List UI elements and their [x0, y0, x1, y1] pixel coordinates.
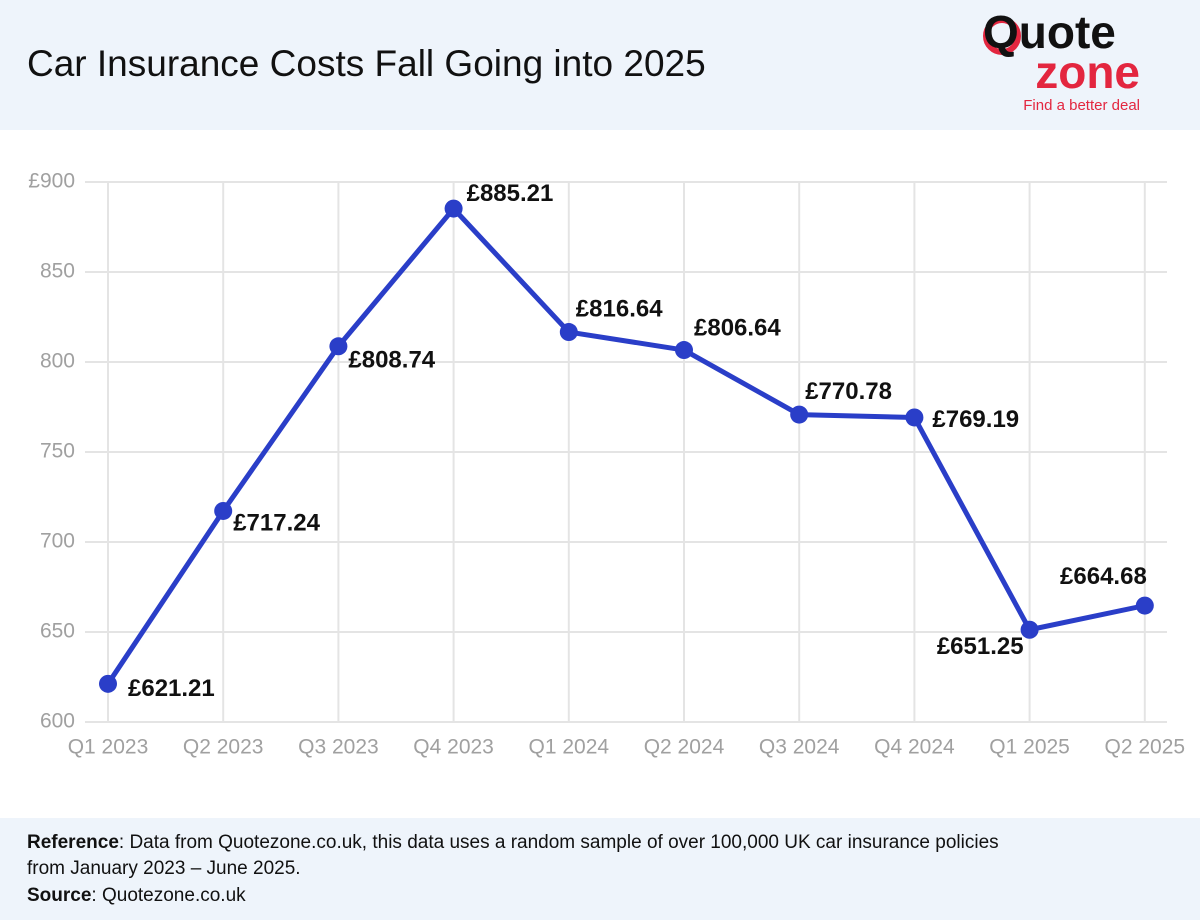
marker	[675, 341, 693, 360]
x-tick-label: Q1 2024	[529, 736, 610, 759]
x-tick-label: Q1 2023	[68, 736, 149, 759]
value-label: £770.78	[805, 378, 892, 405]
marker	[790, 405, 809, 424]
y-tick-label: 600	[40, 710, 75, 733]
source-label: Source	[27, 885, 91, 906]
value-label: £717.24	[233, 509, 320, 536]
marker	[214, 501, 233, 520]
chart-title: Car Insurance Costs Fall Going into 2025	[27, 43, 706, 84]
value-label: £806.64	[694, 314, 781, 341]
source: Source: Quotezone.co.uk	[27, 885, 246, 906]
marker	[1135, 596, 1154, 615]
y-tick-label: 750	[40, 440, 75, 463]
x-tick-label: Q4 2024	[874, 736, 955, 759]
marker	[99, 674, 117, 693]
value-label: £664.68	[1060, 563, 1147, 590]
plot: 600 650 700 750 800 850 £900 Q1 2023 Q2 2023 Q3 2…	[28, 170, 1185, 759]
value-label: £769.19	[932, 406, 1019, 433]
source-text: : Quotezone.co.uk	[91, 885, 246, 906]
value-label: £885.21	[467, 180, 554, 207]
reference-text-2: from January 2023 – June 2025.	[27, 858, 301, 879]
reference: Reference: Data from Quotezone.co.uk, th…	[27, 832, 999, 853]
y-tick-label: 700	[40, 530, 75, 553]
footer-band	[0, 818, 1200, 920]
line	[105, 206, 1146, 686]
marker	[329, 337, 348, 356]
logo-quote: Quote	[983, 6, 1116, 58]
value-label: £808.74	[348, 347, 435, 374]
logo-tagline: Find a better deal	[1023, 97, 1140, 114]
y-tick-label: 850	[40, 260, 75, 283]
value-label: £816.64	[576, 295, 663, 322]
y-tick-label: £900	[28, 170, 75, 193]
x-tick-label: Q3 2023	[298, 736, 379, 759]
x-tick-label: Q1 2025	[989, 736, 1070, 759]
logo-zone: zone	[1035, 46, 1140, 98]
value-label: £621.21	[128, 675, 215, 702]
x-tick-label: Q3 2024	[759, 736, 840, 759]
x-tick-label: Q4 2023	[413, 736, 494, 759]
y-tick-label: 650	[40, 620, 75, 643]
x-tick-label: Q2 2023	[183, 736, 264, 759]
x-tick-label: Q2 2024	[644, 736, 725, 759]
marker	[905, 408, 924, 427]
marker	[444, 199, 463, 218]
marker	[559, 323, 578, 342]
x-tick-label: Q2 2025	[1105, 736, 1186, 759]
marker	[1020, 620, 1039, 639]
y-tick-label: 800	[40, 350, 75, 373]
reference-text: : Data from Quotezone.co.uk, this data u…	[119, 832, 999, 853]
reference-label: Reference	[27, 832, 119, 853]
logo-ring	[983, 17, 1021, 55]
value-label: £651.25	[937, 633, 1024, 660]
